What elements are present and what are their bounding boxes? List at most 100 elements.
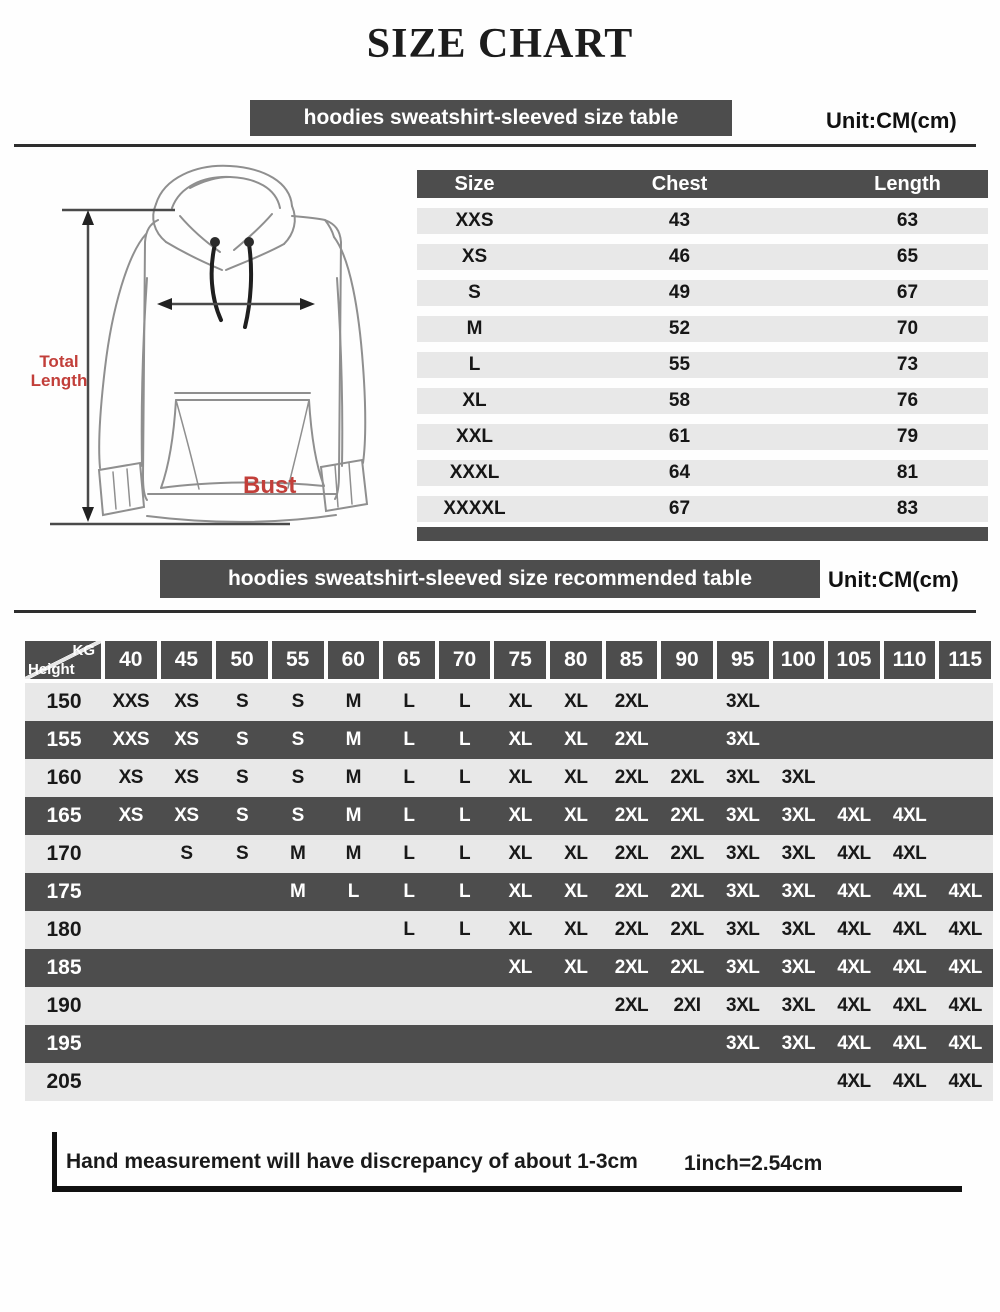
- size-table-banner: hoodies sweatshirt-sleeved size table: [250, 100, 732, 136]
- size-cell: XXL: [456, 426, 493, 447]
- matrix-row: 150 XXS XS S S M L L XL XL 2XL 3XL: [25, 683, 993, 721]
- height-cell: 175: [46, 880, 82, 903]
- length-cell: 63: [896, 210, 919, 231]
- chest-cell: 43: [668, 210, 691, 231]
- hoodie-diagram: [50, 164, 369, 526]
- matrix-cell: L: [403, 729, 415, 750]
- matrix-cell: L: [403, 805, 415, 826]
- matrix-cell: XL: [508, 957, 533, 978]
- hoodie-outline: [97, 164, 369, 523]
- matrix-cell: M: [345, 843, 362, 864]
- size-cell: M: [466, 318, 483, 339]
- matrix-header-row: KG Height 40 45 50 55 60 65 70 75 80 85 90 95 100 105…: [25, 641, 993, 679]
- matrix-cell: 2XL: [614, 957, 649, 978]
- matrix-cell: 4XL: [948, 919, 983, 940]
- matrix-cell: S: [291, 767, 305, 788]
- weight-header-cell: 65: [383, 641, 435, 679]
- length-cell: 70: [896, 318, 919, 339]
- matrix-cell: 4XL: [837, 957, 871, 978]
- matrix-cell: S: [291, 691, 305, 712]
- size-table-row: XXXXL 67 83: [417, 496, 988, 522]
- matrix-cell: 2XL: [670, 881, 704, 902]
- matrix-cell: 2XL: [614, 995, 649, 1016]
- matrix-cell: S: [235, 729, 249, 750]
- total-length-label: Total Length: [30, 352, 88, 390]
- corner-kg-label: KG: [72, 642, 96, 659]
- matrix-row: 180 L L XL XL 2XL 2XL 3XL 3XL 4XL 4XL 4XL: [25, 911, 993, 949]
- chest-cell: 55: [668, 354, 691, 375]
- matrix-cell: 4XL: [948, 995, 983, 1016]
- arrowhead-left: [157, 298, 172, 310]
- weight-header-cell: 50: [216, 641, 268, 679]
- matrix-row: 175 M L L L XL XL 2XL 2XL 3XL 3XL 4XL 4XL 4XL: [25, 873, 993, 911]
- chest-cell: 52: [668, 318, 691, 339]
- matrix-cell: 4XL: [837, 805, 871, 826]
- matrix-cell: L: [459, 767, 471, 788]
- height-cell: 195: [46, 1032, 82, 1055]
- length-cell: 81: [896, 462, 919, 483]
- size-table-row: XXS 43 63: [417, 208, 988, 234]
- size-table-header: Size Chest Length: [417, 170, 988, 198]
- matrix-cell: 3XL: [781, 1033, 816, 1054]
- matrix-cell: 3XL: [726, 957, 760, 978]
- matrix-cell: 2XL: [670, 767, 704, 788]
- matrix-cell: M: [345, 767, 362, 788]
- matrix-cell: XL: [564, 919, 588, 940]
- length-cell: 73: [896, 354, 919, 375]
- matrix-cell: L: [459, 691, 471, 712]
- matrix-cell: L: [403, 881, 415, 902]
- matrix-cell: XL: [508, 919, 533, 940]
- size-table-row: M 52 70: [417, 316, 988, 342]
- chest-cell: 67: [668, 498, 691, 519]
- matrix-cell: 2XL: [614, 843, 649, 864]
- matrix-cell: 4XL: [892, 1033, 927, 1054]
- size-cell: L: [468, 354, 481, 375]
- height-cell: 185: [46, 956, 82, 979]
- recommended-table-banner: hoodies sweatshirt-sleeved size recommen…: [160, 560, 820, 598]
- matrix-cell: 4XL: [892, 881, 927, 902]
- matrix-cell: 4XL: [948, 1071, 983, 1092]
- matrix-cell: L: [459, 919, 471, 940]
- matrix-cell: 3XL: [726, 805, 760, 826]
- weight-header-cell: 85: [605, 641, 658, 679]
- matrix-cell: 3XL: [726, 767, 760, 788]
- matrix-cell: XS: [118, 805, 144, 826]
- recommended-table-unit-label: Unit:CM(cm): [828, 567, 959, 592]
- length-cell: 79: [896, 426, 919, 447]
- matrix-cell: S: [291, 805, 305, 826]
- matrix-cell: 4XL: [837, 1071, 871, 1092]
- size-cell: XL: [462, 390, 487, 411]
- matrix-cell: 2XL: [670, 805, 704, 826]
- matrix-cell: 3XL: [781, 995, 816, 1016]
- matrix-cell: S: [235, 767, 249, 788]
- matrix-cell: L: [403, 767, 415, 788]
- matrix-cell: S: [235, 843, 249, 864]
- recommended-size-matrix: KG Height 40 45 50 55 60 65 70 75 80 85 90 95 100 105…: [25, 641, 993, 1101]
- height-cell: 160: [46, 766, 82, 789]
- size-cell: XXS: [455, 210, 494, 231]
- weight-header-cell: 40: [105, 641, 157, 679]
- matrix-cell: L: [459, 881, 471, 902]
- chest-cell: 46: [668, 246, 691, 267]
- matrix-row: 190 2XL 2XI 3XL 3XL 4XL 4XL 4XL: [25, 987, 993, 1025]
- matrix-cell: XL: [564, 957, 588, 978]
- matrix-cell: 3XL: [726, 1033, 760, 1054]
- length-cell: 67: [896, 282, 919, 303]
- matrix-cell: XL: [508, 881, 533, 902]
- matrix-row: 185 XL XL 2XL 2XL 3XL 3XL 4XL 4XL 4XL: [25, 949, 993, 987]
- divider-line-top: [14, 144, 976, 147]
- corner-cell: KG Height: [25, 641, 101, 679]
- matrix-cell: 4XL: [892, 805, 927, 826]
- matrix-cell: 4XL: [837, 843, 871, 864]
- matrix-cell: 4XL: [892, 1071, 927, 1092]
- matrix-cell: 2XI: [673, 995, 702, 1016]
- matrix-row: 195 3XL 3XL 4XL 4XL 4XL: [25, 1025, 993, 1063]
- size-table-row: L 55 73: [417, 352, 988, 378]
- measurement-note: Hand measurement will have discrepancy o…: [66, 1150, 638, 1173]
- page-title: SIZE CHART: [366, 21, 634, 67]
- weight-header-cell: 45: [160, 641, 213, 679]
- matrix-cell: 4XL: [892, 957, 927, 978]
- height-cell: 205: [46, 1070, 82, 1093]
- chest-cell: 58: [668, 390, 691, 411]
- size-cell: XS: [461, 246, 488, 267]
